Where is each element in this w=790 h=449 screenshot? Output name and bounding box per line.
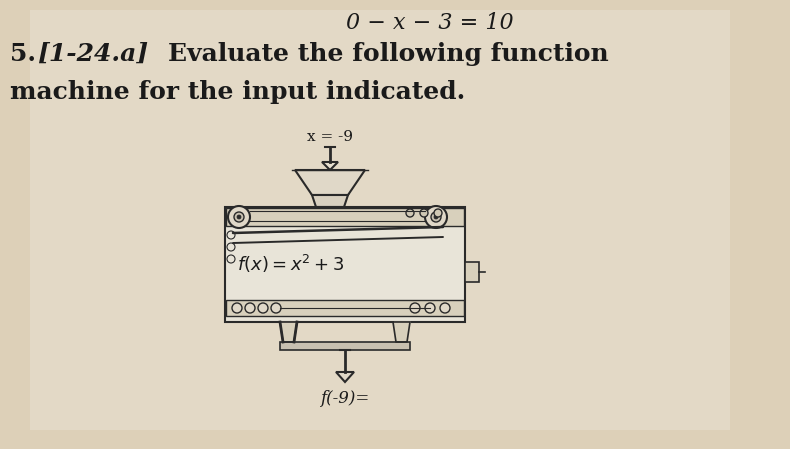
Circle shape xyxy=(440,303,450,313)
Circle shape xyxy=(228,206,250,228)
Circle shape xyxy=(434,215,438,219)
Circle shape xyxy=(245,303,255,313)
Bar xyxy=(225,207,465,322)
Circle shape xyxy=(234,212,244,222)
Polygon shape xyxy=(322,162,338,170)
Circle shape xyxy=(434,209,442,217)
Bar xyxy=(226,208,464,226)
Circle shape xyxy=(406,209,414,217)
Circle shape xyxy=(425,303,435,313)
Bar xyxy=(465,262,479,282)
Circle shape xyxy=(232,303,242,313)
Circle shape xyxy=(431,212,441,222)
Circle shape xyxy=(237,215,241,219)
Circle shape xyxy=(258,303,268,313)
Polygon shape xyxy=(295,170,365,195)
Circle shape xyxy=(420,209,428,217)
Polygon shape xyxy=(393,322,410,342)
Polygon shape xyxy=(336,372,354,382)
Text: $f(x)= x^2 + 3$: $f(x)= x^2 + 3$ xyxy=(237,253,344,275)
Text: [1-24.a]: [1-24.a] xyxy=(37,42,149,66)
Bar xyxy=(226,300,464,316)
Text: 0 − x − 3 = 10: 0 − x − 3 = 10 xyxy=(346,12,514,34)
Text: x = -9: x = -9 xyxy=(307,130,353,144)
Polygon shape xyxy=(280,322,297,342)
Polygon shape xyxy=(312,195,348,207)
Bar xyxy=(280,342,410,350)
Text: machine for the input indicated.: machine for the input indicated. xyxy=(10,80,465,104)
Circle shape xyxy=(271,303,281,313)
Circle shape xyxy=(425,206,447,228)
Text: 5.: 5. xyxy=(10,42,36,66)
Circle shape xyxy=(410,303,420,313)
Text: Evaluate the following function: Evaluate the following function xyxy=(168,42,609,66)
Text: f(-9)=: f(-9)= xyxy=(321,390,370,407)
Bar xyxy=(30,10,730,430)
